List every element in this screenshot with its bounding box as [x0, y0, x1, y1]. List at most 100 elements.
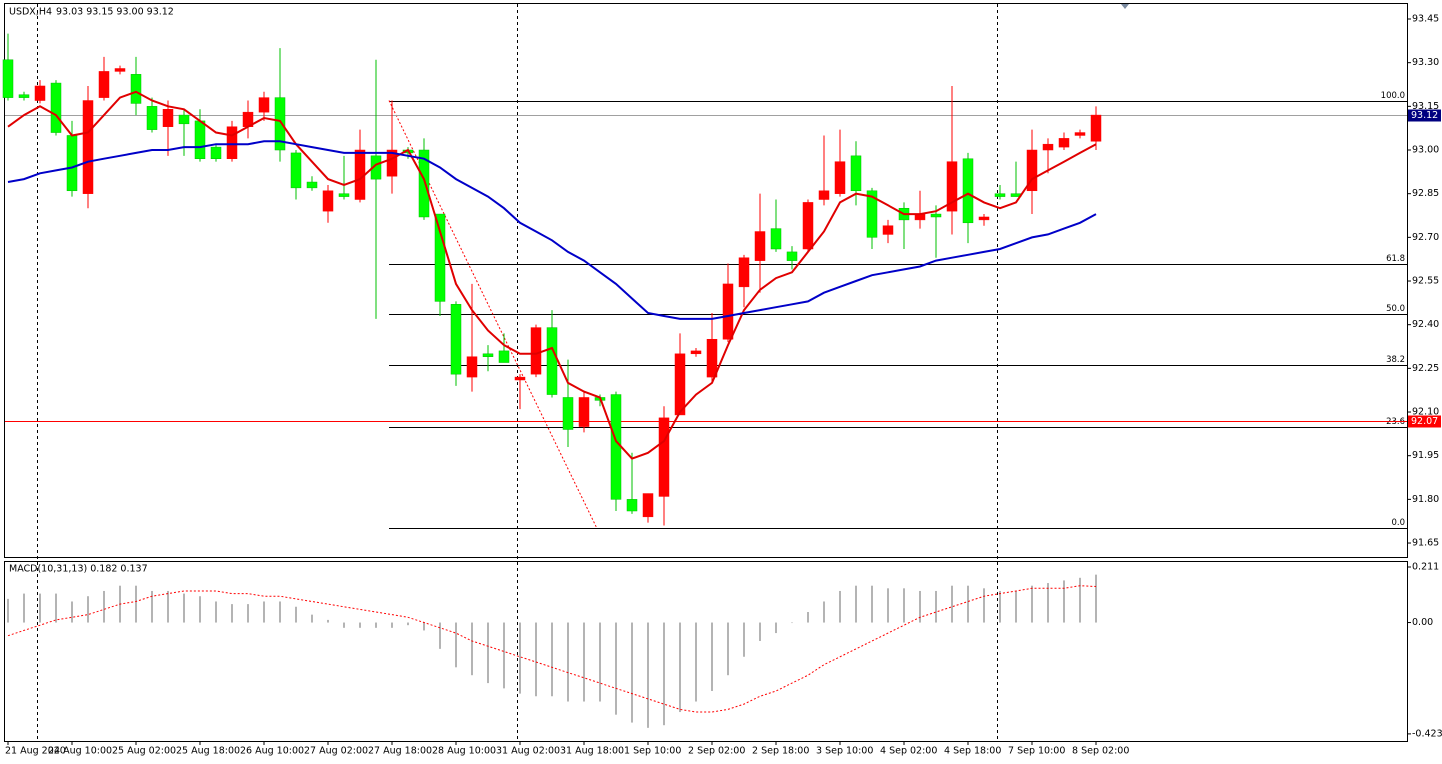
macd-bar: [39, 593, 41, 623]
candle-body: [1026, 149, 1038, 192]
candle-body: [194, 120, 206, 159]
x-tick-label: 31 Aug 18:00: [560, 746, 624, 757]
macd-bar: [823, 601, 825, 623]
macd-bar: [1079, 577, 1081, 623]
candle-body: [450, 304, 462, 375]
candle-body: [882, 225, 894, 235]
y-tick-label: 91.80: [1412, 494, 1439, 505]
y-tick-label: 92.85: [1412, 188, 1439, 199]
x-tick-label: 1 Sep 10:00: [624, 746, 681, 757]
candle-body: [802, 202, 814, 250]
macd-bar: [71, 601, 73, 623]
macd-bar: [471, 622, 473, 676]
candle-body: [562, 397, 574, 430]
candle-body: [258, 97, 270, 113]
candle-body: [674, 353, 686, 416]
price-tag-label: 93.12: [1411, 110, 1438, 121]
macd-bar: [279, 601, 281, 623]
price-tag-label: 92.07: [1411, 416, 1438, 427]
macd-bar: [487, 622, 489, 684]
macd-bar: [871, 585, 873, 623]
macd-bar: [679, 622, 681, 713]
macd-bar: [343, 622, 345, 628]
macd-bar: [135, 585, 137, 623]
macd-bar: [519, 622, 521, 694]
y-tick-label: 93.45: [1412, 14, 1439, 25]
macd-bar: [775, 622, 777, 634]
macd-bar: [727, 622, 729, 676]
candle-body: [658, 417, 670, 497]
candle-body: [610, 394, 622, 500]
fib-label: 0.0: [1391, 518, 1405, 528]
y-tick-label: 91.65: [1412, 538, 1439, 549]
macd-bar: [407, 622, 409, 626]
macd-bar: [1015, 590, 1017, 623]
candle-body: [626, 499, 638, 512]
macd-bar: [215, 601, 217, 623]
separators: [37, 4, 998, 741]
x-tick-label: 27 Aug 18:00: [368, 746, 432, 757]
candle-body: [274, 97, 286, 151]
fib-label: 50.0: [1386, 304, 1405, 314]
macd-bar: [199, 596, 201, 623]
x-tick-label: 28 Aug 10:00: [432, 746, 496, 757]
candle-body: [482, 353, 494, 357]
x-tick-label: 3 Sep 10:00: [816, 746, 873, 757]
candle-body: [82, 100, 94, 194]
candle-body: [466, 356, 478, 378]
macd-bar: [951, 585, 953, 623]
candle-body: [738, 257, 750, 288]
fib-label: 61.8: [1386, 254, 1405, 264]
x-tick-label: 21 Aug 2020: [5, 746, 66, 757]
macd-bar: [599, 622, 601, 702]
y-tick-label: 0.00: [1412, 617, 1433, 628]
x-tick-label: 27 Aug 02:00: [304, 746, 368, 757]
candle-body: [866, 190, 878, 238]
candle-body: [994, 193, 1006, 197]
x-tick-label: 25 Aug 02:00: [112, 746, 176, 757]
main-panel-frame: [4, 3, 1408, 558]
candle-body: [578, 397, 590, 427]
candle-body: [130, 74, 142, 104]
candle-body: [546, 327, 558, 395]
macd-bar: [311, 614, 313, 623]
macd-bar: [247, 604, 249, 623]
ohlc-readout: 93.03 93.15 93.00 93.12: [56, 7, 174, 18]
macd-bar: [375, 622, 377, 628]
macd-bar: [423, 622, 425, 631]
candle-body: [786, 251, 798, 261]
macd-bar: [935, 590, 937, 623]
candle-body: [834, 161, 846, 194]
x-tick-label: 7 Sep 10:00: [1008, 746, 1065, 757]
candle-body: [754, 231, 766, 261]
candle-body: [306, 181, 318, 189]
candle-body: [962, 158, 974, 224]
macd-bar: [983, 588, 985, 623]
candle-body: [1074, 132, 1086, 136]
y-tick-label: -0.423: [1412, 728, 1442, 739]
candle-body: [978, 216, 990, 221]
x-tick-label: 2 Sep 02:00: [688, 746, 745, 757]
macd-bar: [359, 622, 361, 628]
macd-bar: [759, 622, 761, 641]
candle-body: [690, 350, 702, 355]
macd-bar: [695, 622, 697, 702]
x-tick-label: 8 Sep 02:00: [1072, 746, 1129, 757]
macd-bar: [551, 622, 553, 697]
candle-body: [370, 155, 382, 180]
shift-marker: [1121, 4, 1129, 9]
macd-bar: [567, 622, 569, 702]
macd-bar: [455, 622, 457, 668]
macd-bar: [615, 622, 617, 715]
candle-body: [178, 114, 190, 125]
macd-bar: [711, 622, 713, 691]
x-tick-label: 31 Aug 02:00: [496, 746, 560, 757]
candle-body: [226, 126, 238, 159]
y-tick-label: 93.30: [1412, 57, 1439, 68]
candle-body: [514, 376, 526, 381]
macd-bar: [887, 588, 889, 623]
fib-label: 100.0: [1381, 91, 1405, 101]
candle-body: [706, 338, 718, 378]
